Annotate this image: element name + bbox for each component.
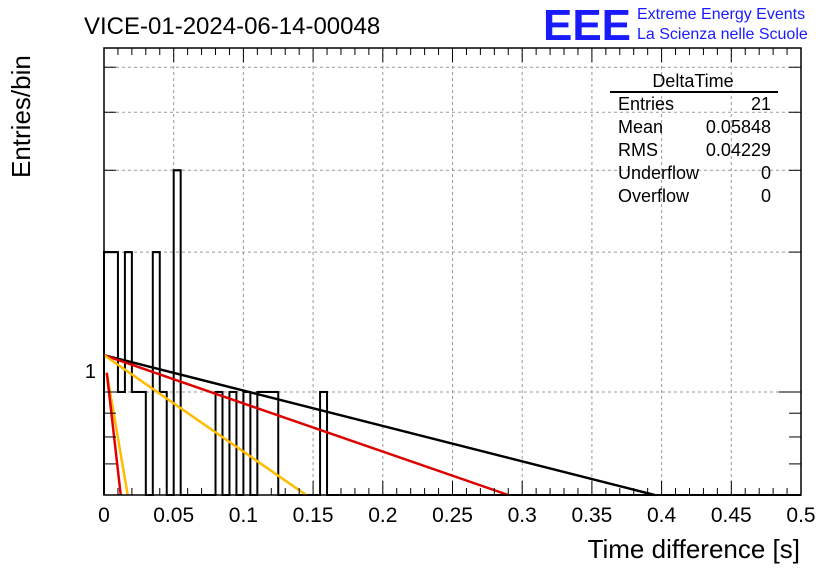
x-tick-label: 0.2 xyxy=(368,504,397,527)
x-tick-label: 0.25 xyxy=(432,504,473,527)
x-tick-label: 0.3 xyxy=(508,504,537,527)
stats-row-underflow: Underflow 0 xyxy=(618,163,771,183)
stats-row-overflow: Overflow 0 xyxy=(618,186,771,206)
fit-line xyxy=(103,354,307,497)
x-tick-label: 0.15 xyxy=(293,504,334,527)
grid-lines xyxy=(104,48,801,495)
x-tick-label: 0.35 xyxy=(571,504,612,527)
x-tick-label: 0.5 xyxy=(786,504,815,527)
stats-label: Entries xyxy=(618,94,674,114)
fit-lines xyxy=(103,353,655,497)
y-axis-label: Entries/bin xyxy=(6,55,36,178)
fit-line xyxy=(103,353,509,497)
stats-value: 0 xyxy=(761,186,771,206)
logo-line-1: Extreme Energy Events xyxy=(637,6,805,23)
x-tick-labels: 0 0.05 0.1 0.15 0.2 0.25 0.3 0.35 0.4 0.45 0.5 xyxy=(98,504,815,527)
eee-logo: EEE Extreme Energy Events La Scienza nel… xyxy=(543,1,808,50)
stats-value: 0.05848 xyxy=(706,117,771,137)
axis-ticks xyxy=(103,48,802,495)
x-tick-label: 0.45 xyxy=(711,504,752,527)
stats-title: DeltaTime xyxy=(652,71,733,91)
x-tick-label: 0.4 xyxy=(647,504,677,527)
stats-value: 21 xyxy=(751,94,771,114)
stats-value: 0.04229 xyxy=(706,140,771,160)
x-tick-label: 0.1 xyxy=(229,504,258,527)
y-tick-label-1: 1 xyxy=(85,361,96,383)
x-tick-label: 0.05 xyxy=(153,504,194,527)
stats-row-entries: Entries 21 xyxy=(618,94,771,114)
stats-label: Mean xyxy=(618,117,663,137)
stats-label: RMS xyxy=(618,140,658,160)
logo-text: EEE xyxy=(543,1,631,50)
stats-label: Underflow xyxy=(618,163,700,183)
logo-line-2: La Scienza nelle Scuole xyxy=(637,26,808,43)
x-tick-label: 0 xyxy=(98,504,110,527)
fit-line xyxy=(103,353,655,497)
stats-label: Overflow xyxy=(618,186,690,206)
x-axis-label: Time difference [s] xyxy=(588,534,800,564)
stats-row-rms: RMS 0.04229 xyxy=(618,140,771,160)
run-title: VICE-01-2024-06-14-00048 xyxy=(84,13,380,40)
stats-row-mean: Mean 0.05848 xyxy=(618,117,771,137)
stats-value: 0 xyxy=(761,163,771,183)
stats-box: DeltaTime Entries 21 Mean 0.05848 RMS 0.… xyxy=(610,71,778,206)
fit-line xyxy=(105,372,122,496)
